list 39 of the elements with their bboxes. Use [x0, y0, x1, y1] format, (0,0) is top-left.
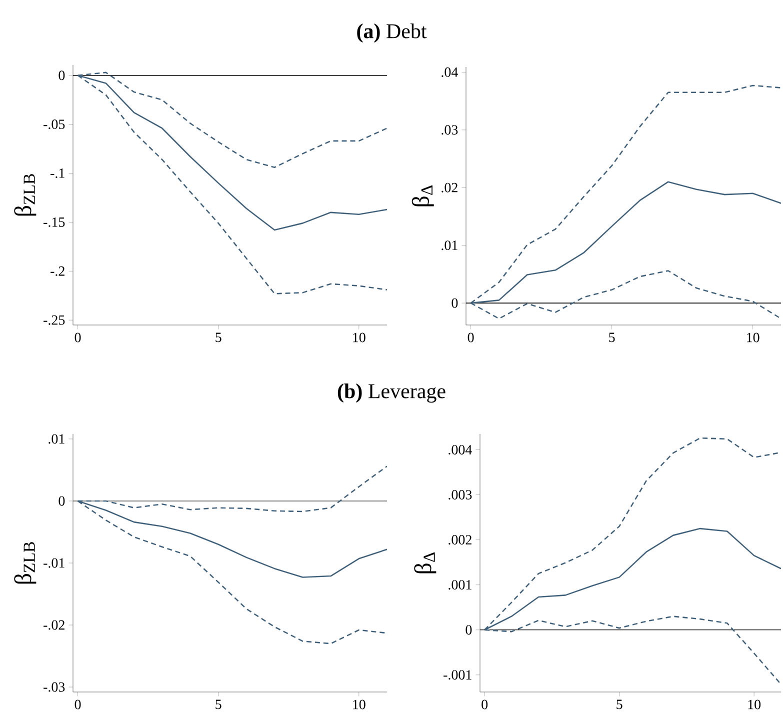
x-tick-label: 10 [353, 332, 366, 342]
chart-title: (a) Debt [357, 24, 427, 43]
x-tick-label: 0 [74, 332, 81, 342]
x-tick-label: 5 [609, 332, 615, 342]
y-axis-title: β$_{Δ}$ [414, 552, 436, 574]
y-tick-label: -.001 [444, 670, 472, 680]
y-axis-title: β$_{Δ}$ [412, 185, 434, 206]
y-tick-label: -.25 [44, 315, 65, 325]
x-tick-label: 5 [616, 700, 622, 710]
y-tick-label: -.05 [44, 120, 65, 130]
x-tick-label: 5 [216, 332, 222, 342]
y-tick-label: -.15 [44, 217, 65, 227]
y-tick-label: .04 [442, 67, 458, 77]
y-tick-label: -.03 [44, 682, 65, 692]
y-tick-label: .001 [448, 580, 472, 590]
chart-title: (b) Leverage [338, 384, 446, 403]
y-tick-label: .02 [442, 182, 458, 192]
y-tick-label: .003 [448, 490, 472, 500]
y-tick-label: 0 [452, 298, 458, 308]
y-tick-label: .004 [448, 445, 472, 455]
y-tick-label: 0 [466, 625, 472, 635]
y-axis-title: β$_{ZLB}$ [14, 174, 36, 216]
x-tick-label: 5 [216, 700, 222, 710]
y-tick-label: 0 [58, 70, 65, 80]
x-tick-label: 10 [353, 700, 366, 710]
y-tick-label: -.1 [50, 168, 64, 178]
x-tick-label: 10 [748, 700, 761, 710]
x-tick-label: 0 [482, 700, 488, 710]
y-tick-label: -.2 [50, 266, 64, 276]
y-tick-label: .002 [448, 535, 472, 545]
x-tick-label: 0 [74, 700, 81, 710]
y-tick-label: .01 [48, 434, 64, 444]
x-tick-label: 10 [747, 332, 760, 342]
y-axis-title: β$_{ZLB}$ [14, 542, 36, 584]
y-tick-label: -.01 [44, 558, 64, 568]
y-tick-label: .03 [442, 125, 458, 135]
y-tick-label: -.02 [44, 620, 64, 630]
y-tick-label: .01 [442, 240, 458, 250]
y-tick-label: 0 [58, 496, 65, 506]
